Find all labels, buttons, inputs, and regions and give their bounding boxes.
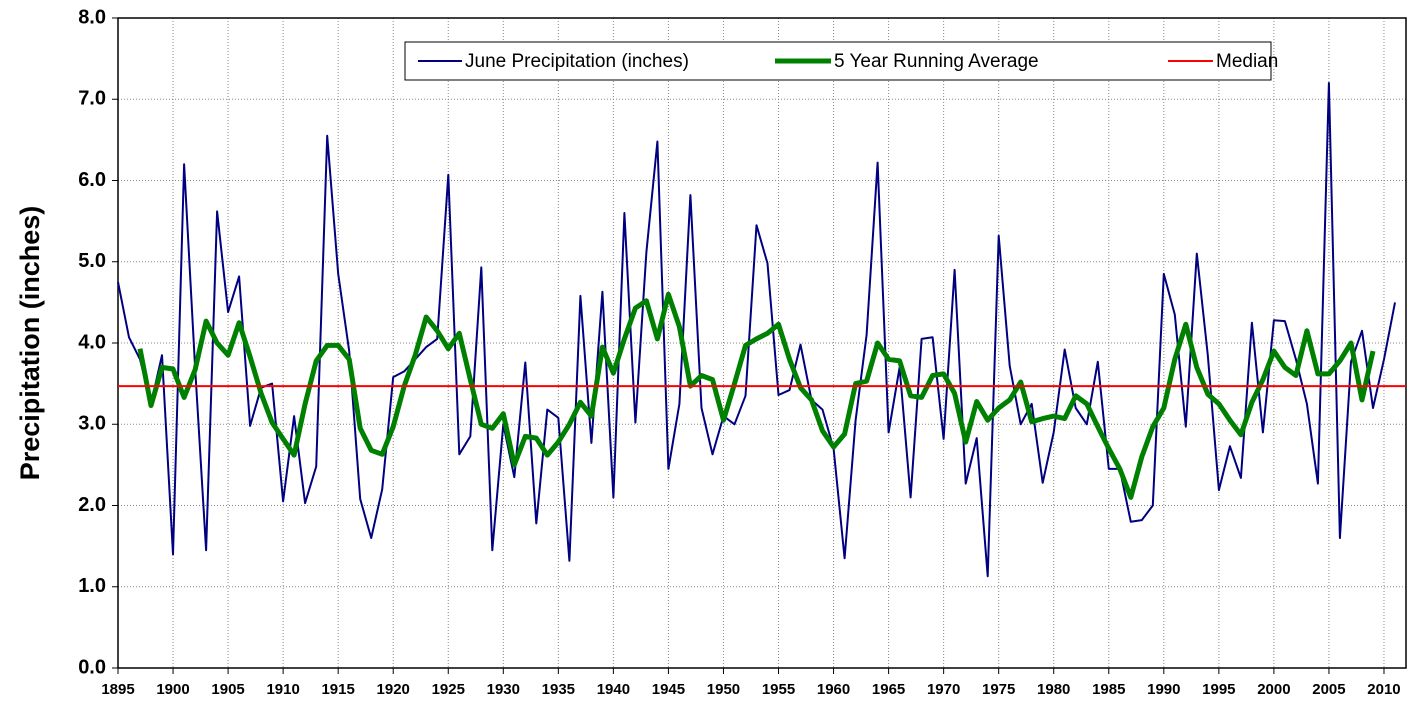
x-tick-label: 1915 (321, 681, 354, 698)
x-tick-label: 1950 (707, 681, 740, 698)
legend-label: 5 Year Running Average (834, 51, 1039, 72)
y-tick-label: 4.0 (78, 331, 106, 353)
x-tick-label: 1930 (487, 681, 520, 698)
y-tick-label: 0.0 (78, 656, 106, 678)
plot-frame (117, 17, 1407, 669)
series-line (137, 291, 1376, 500)
y-tick-label: 7.0 (78, 88, 106, 110)
x-tick-label: 1985 (1092, 681, 1125, 698)
y-tick-label: 6.0 (78, 169, 106, 191)
y-tick-label: 1.0 (78, 575, 106, 597)
x-tick-label: 1995 (1202, 681, 1235, 698)
x-tick-label: 2005 (1312, 681, 1345, 698)
x-tick-label: 1970 (927, 681, 960, 698)
x-tick-label: 1955 (762, 681, 795, 698)
x-tick-label: 1990 (1147, 681, 1180, 698)
legend-label: June Precipitation (inches) (465, 51, 689, 72)
y-tick-label: 5.0 (78, 250, 106, 272)
y-tick-label: 8.0 (78, 6, 106, 28)
y-tick-label: 3.0 (78, 413, 106, 435)
y-tick-label: 2.0 (78, 494, 106, 516)
x-tick-label: 1945 (652, 681, 685, 698)
y-axis-label: Precipitation (inches) (15, 206, 45, 481)
x-tick-label: 1975 (982, 681, 1015, 698)
x-tick-label: 1960 (817, 681, 850, 698)
x-tick-label: 1965 (872, 681, 905, 698)
legend-box (404, 41, 1272, 81)
x-tick-label: 1980 (1037, 681, 1070, 698)
x-tick-label: 1895 (101, 681, 134, 698)
x-tick-label: 1935 (542, 681, 575, 698)
x-tick-label: 2000 (1257, 681, 1290, 698)
x-tick-label: 1940 (597, 681, 630, 698)
legend-label: Median (1216, 51, 1278, 72)
series-line (117, 82, 1396, 578)
x-tick-label: 1910 (266, 681, 299, 698)
x-tick-label: 1905 (211, 681, 244, 698)
x-tick-label: 1900 (156, 681, 189, 698)
x-tick-label: 1920 (377, 681, 410, 698)
x-tick-label: 2010 (1367, 681, 1400, 698)
x-tick-label: 1925 (432, 681, 465, 698)
